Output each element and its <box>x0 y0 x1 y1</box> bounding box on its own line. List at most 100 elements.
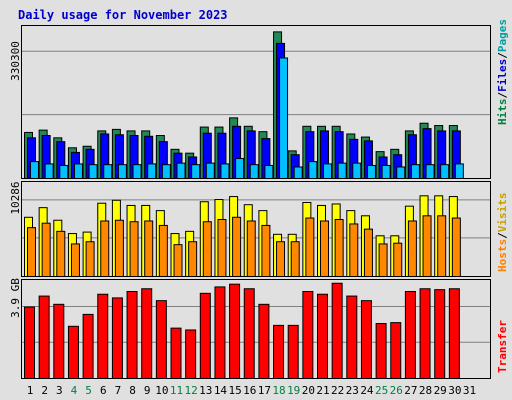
bar-hosts-day-30 <box>451 217 461 277</box>
bar-hosts-day-6 <box>100 220 110 277</box>
bar-transfer-day-21 <box>317 293 328 379</box>
x-label-day-1: 1 <box>27 384 34 397</box>
x-label-day-13: 13 <box>199 384 212 397</box>
bar-hosts-day-10 <box>158 224 168 278</box>
bar-transfer-day-13 <box>199 292 211 379</box>
legend-hosts-visits: Hosts/Visits <box>496 193 509 273</box>
bar-transfer-day-12 <box>185 329 197 380</box>
bar-hosts-day-20 <box>305 217 315 277</box>
legend-hits: Hits <box>496 99 509 126</box>
bar-hosts-day-23 <box>349 223 359 278</box>
x-label-day-28: 28 <box>419 384 432 397</box>
bar-hosts-day-26 <box>393 242 403 278</box>
bar-transfer-day-16 <box>243 288 255 379</box>
bar-pages-day-6 <box>103 164 113 180</box>
y-tick-visits: 10286 <box>9 181 22 214</box>
bar-transfer-day-6 <box>97 293 109 379</box>
bar-hosts-day-12 <box>188 241 198 278</box>
bar-pages-day-28 <box>425 164 435 180</box>
bar-transfer-day-24 <box>360 300 372 379</box>
bar-transfer-day-27 <box>404 290 416 380</box>
x-label-day-29: 29 <box>434 384 447 397</box>
bar-hosts-day-2 <box>41 222 51 278</box>
bar-hosts-day-7 <box>114 219 124 277</box>
x-label-day-27: 27 <box>404 384 417 397</box>
bar-hosts-day-1 <box>27 227 36 278</box>
bar-hosts-day-3 <box>56 230 66 277</box>
bar-pages-day-1 <box>30 161 39 180</box>
bar-hosts-day-18 <box>276 241 286 278</box>
bar-transfer-day-11 <box>170 327 182 379</box>
bar-transfer-day-2 <box>38 295 50 380</box>
bar-hosts-day-24 <box>363 228 373 278</box>
bar-hosts-day-13 <box>202 221 212 277</box>
bar-hosts-day-8 <box>129 221 139 277</box>
x-label-day-25: 25 <box>375 384 388 397</box>
x-label-day-6: 6 <box>100 384 107 397</box>
bar-pages-day-23 <box>352 162 362 180</box>
bar-hosts-day-22 <box>334 219 344 277</box>
bar-pages-day-14 <box>220 163 230 179</box>
bar-transfer-day-9 <box>141 288 153 379</box>
x-label-day-31: 31 <box>463 384 476 397</box>
x-label-day-26: 26 <box>390 384 403 397</box>
bar-transfer-day-15 <box>229 283 241 379</box>
legend-files: Files <box>496 59 509 92</box>
bar-hosts-day-19 <box>290 241 300 278</box>
bar-transfer-day-4 <box>67 325 79 380</box>
bar-pages-day-12 <box>191 164 201 180</box>
legend-sep-3: / <box>496 232 509 239</box>
bar-pages-day-9 <box>147 163 157 179</box>
x-label-day-5: 5 <box>85 384 92 397</box>
x-label-day-14: 14 <box>214 384 228 397</box>
x-label-day-18: 18 <box>272 384 285 397</box>
bar-pages-day-13 <box>205 162 215 180</box>
bar-hosts-day-29 <box>437 215 447 277</box>
bar-transfer-day-20 <box>302 290 314 380</box>
chart-title: Daily usage for November 2023 <box>18 8 228 22</box>
bar-transfer-day-22 <box>331 282 343 379</box>
bar-pages-day-26 <box>396 166 406 179</box>
x-label-day-10: 10 <box>155 384 168 397</box>
bar-transfer-day-10 <box>155 300 167 379</box>
bar-transfer-day-3 <box>53 303 65 379</box>
bar-hosts-day-5 <box>85 241 95 278</box>
bar-pages-day-19 <box>293 166 303 179</box>
x-label-day-17: 17 <box>258 384 271 397</box>
bar-hosts-day-17 <box>261 224 271 278</box>
bar-hosts-day-11 <box>173 244 183 278</box>
bar-pages-day-20 <box>308 161 318 180</box>
bar-pages-day-24 <box>366 164 376 179</box>
bar-transfer-day-17 <box>258 303 270 379</box>
bar-pages-day-21 <box>323 163 332 179</box>
bar-transfer-day-25 <box>375 323 387 379</box>
x-label-day-24: 24 <box>360 384 374 397</box>
legend-sep-1: / <box>496 92 509 99</box>
bar-pages-day-11 <box>176 162 186 180</box>
bar-pages-day-25 <box>381 164 391 179</box>
bar-transfer-day-23 <box>346 295 358 380</box>
bar-transfer-day-1 <box>24 306 35 380</box>
legend-visits: Visits <box>496 193 509 233</box>
x-label-day-20: 20 <box>302 384 315 397</box>
x-label-day-12: 12 <box>185 384 198 397</box>
bar-transfer-day-18 <box>273 324 285 380</box>
x-label-day-7: 7 <box>115 384 122 397</box>
y-tick-transfer: 3.9 GB <box>9 278 22 318</box>
bar-pages-day-22 <box>337 162 347 180</box>
bar-hosts-day-9 <box>144 220 154 277</box>
bar-pages-day-29 <box>440 164 450 180</box>
bar-hosts-day-4 <box>70 243 80 278</box>
bar-pages-day-2 <box>44 163 54 179</box>
legend-sep-2: / <box>496 52 509 59</box>
legend-hosts: Hosts <box>496 239 509 272</box>
bar-pages-day-27 <box>410 164 420 180</box>
x-label-day-8: 8 <box>129 384 136 397</box>
bar-pages-day-10 <box>161 164 171 180</box>
bar-hosts-day-27 <box>407 220 417 277</box>
bar-transfer-day-19 <box>287 324 299 380</box>
x-label-day-2: 2 <box>41 384 48 397</box>
panel-transfer-frame <box>21 279 491 379</box>
bar-pages-day-30 <box>454 163 464 179</box>
